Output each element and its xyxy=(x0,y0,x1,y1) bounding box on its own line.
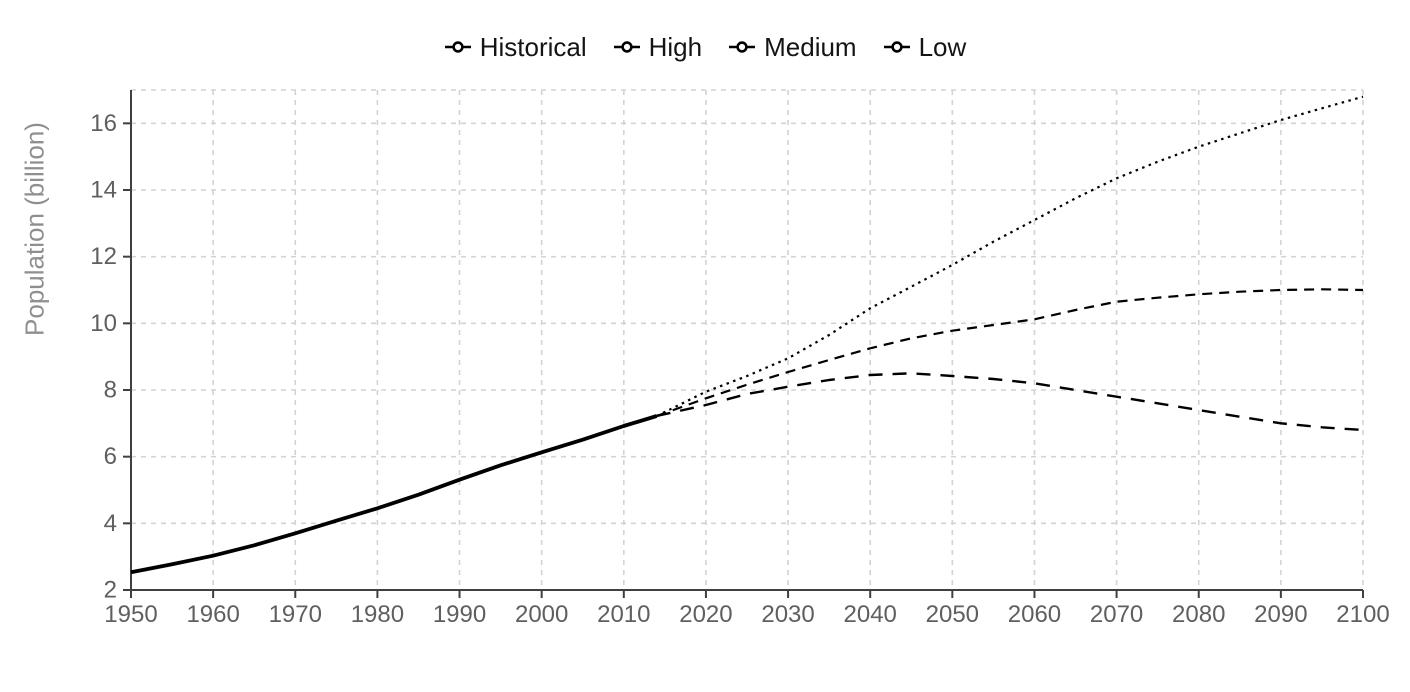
series-line-low xyxy=(656,372,1364,432)
x-tick-label: 1970 xyxy=(269,601,322,628)
x-tick-label: 1950 xyxy=(104,601,157,628)
x-tick-label: 2010 xyxy=(597,601,650,628)
x-tick-label: 1990 xyxy=(433,601,486,628)
x-tick-label: 2070 xyxy=(1090,601,1143,628)
legend-item-high: High xyxy=(613,30,702,64)
y-tick-label: 8 xyxy=(104,377,117,404)
y-tick-label: 16 xyxy=(90,110,117,137)
legend-item-historical: Historical xyxy=(444,30,587,64)
legend-label: Low xyxy=(918,32,967,62)
y-axis-title: Population (billion) xyxy=(19,122,50,336)
x-tick-label: 2100 xyxy=(1336,601,1389,628)
legend-label: Historical xyxy=(479,32,587,62)
y-tick-label: 10 xyxy=(90,310,117,337)
y-tick-label: 2 xyxy=(104,577,117,604)
x-tick-label: 2090 xyxy=(1254,601,1307,628)
legend-marker-icon xyxy=(613,41,640,53)
legend-marker-icon xyxy=(883,41,910,53)
x-tick-label: 2050 xyxy=(926,601,979,628)
x-tick-label: 2020 xyxy=(679,601,732,628)
legend-marker-icon xyxy=(444,41,471,53)
x-tick-label: 1960 xyxy=(186,601,239,628)
series-line-medium xyxy=(656,288,1364,418)
legend-item-medium: Medium xyxy=(728,30,857,64)
y-tick-label: 12 xyxy=(90,243,117,270)
legend-marker-icon xyxy=(729,41,756,53)
x-tick-label: 2060 xyxy=(1008,601,1061,628)
chart-legend: Historical High Medium Low xyxy=(0,30,1410,64)
x-tick-label: 1980 xyxy=(351,601,404,628)
x-tick-label: 2030 xyxy=(761,601,814,628)
x-tick-label: 2080 xyxy=(1172,601,1225,628)
legend-label: Medium xyxy=(764,32,857,62)
series-line-historical xyxy=(130,414,658,575)
legend-label: High xyxy=(648,32,703,62)
y-tick-label: 6 xyxy=(104,443,117,470)
legend-item-low: Low xyxy=(883,30,967,64)
x-tick-label: 2000 xyxy=(515,601,568,628)
x-tick-label: 2040 xyxy=(844,601,897,628)
y-tick-label: 14 xyxy=(90,177,117,204)
y-tick-label: 4 xyxy=(104,510,117,537)
